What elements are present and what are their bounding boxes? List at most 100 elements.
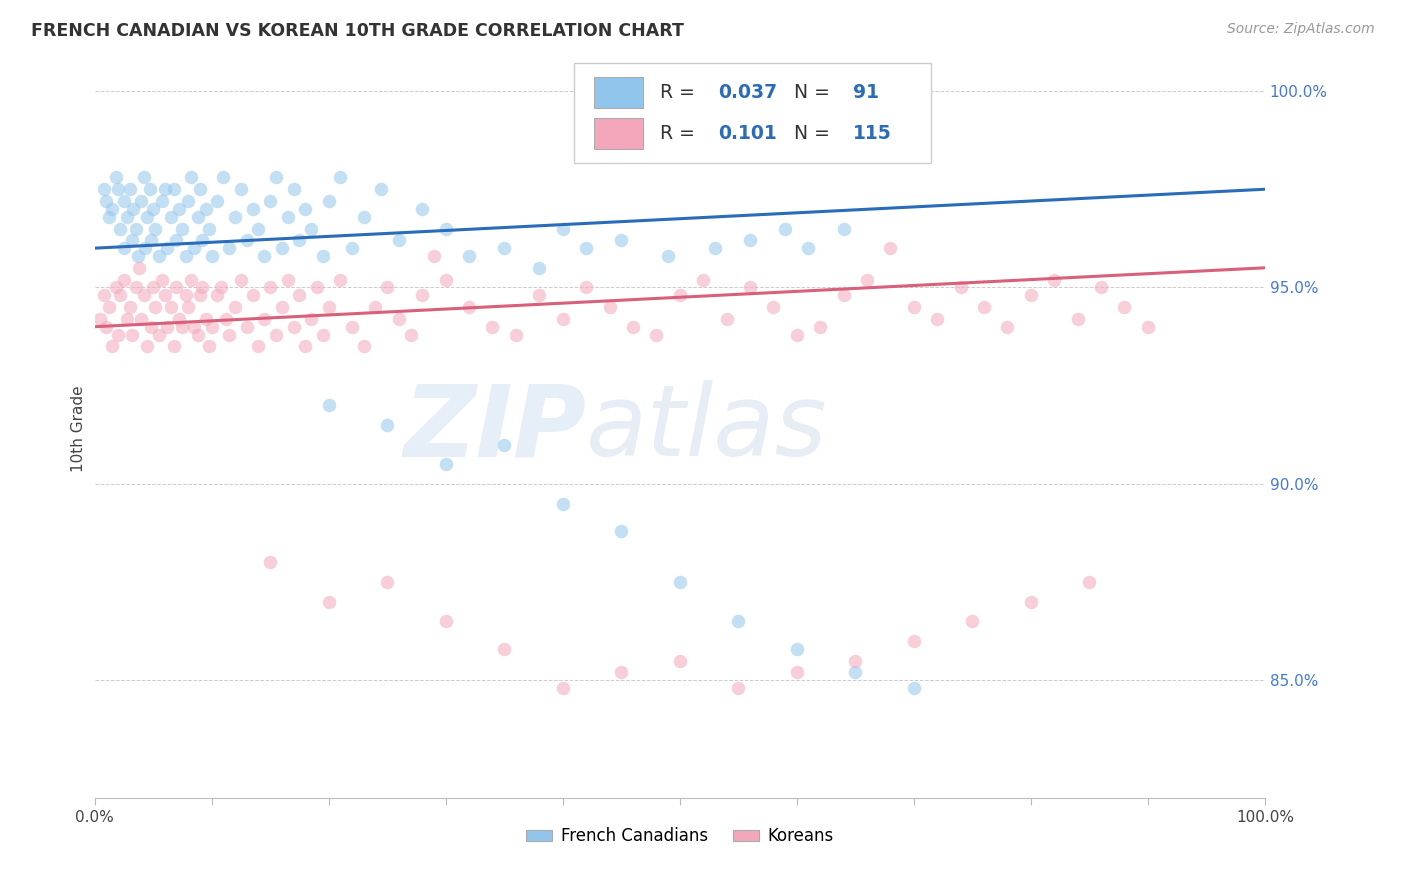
Point [832, 288, 855, 302]
Point [259, 194, 281, 208]
Point [962, 615, 984, 629]
Point [142, 280, 165, 294]
Point [610, 665, 633, 680]
Point [844, 654, 866, 668]
Point [166, 233, 188, 247]
Point [645, 327, 668, 342]
Point [188, 182, 211, 196]
Point [180, 272, 202, 286]
Point [132, 170, 155, 185]
Point [253, 311, 276, 326]
Point [529, 260, 551, 275]
Point [277, 272, 299, 286]
Point [132, 288, 155, 302]
Point [364, 300, 387, 314]
Point [218, 327, 240, 342]
Point [110, 288, 132, 302]
Point [575, 280, 598, 294]
Point [270, 300, 292, 314]
Point [177, 300, 200, 314]
Point [191, 280, 214, 294]
Point [388, 311, 411, 326]
Text: R =: R = [659, 124, 700, 143]
Point [494, 241, 516, 255]
Point [312, 327, 335, 342]
Text: FRENCH CANADIAN VS KOREAN 10TH GRADE CORRELATION CHART: FRENCH CANADIAN VS KOREAN 10TH GRADE COR… [31, 22, 683, 40]
Point [856, 272, 879, 286]
Point [112, 194, 135, 208]
Point [198, 339, 221, 353]
Point [312, 249, 335, 263]
Point [191, 233, 214, 247]
Point [136, 210, 159, 224]
Point [118, 182, 141, 196]
Point [156, 319, 179, 334]
Point [270, 241, 292, 255]
Point [229, 272, 252, 286]
FancyBboxPatch shape [595, 118, 644, 149]
Point [277, 210, 299, 224]
Point [136, 339, 159, 353]
Point [166, 280, 188, 294]
Point [163, 182, 186, 196]
Point [104, 280, 127, 294]
Point [253, 249, 276, 263]
Point [668, 575, 690, 590]
Point [529, 288, 551, 302]
Point [118, 300, 141, 314]
Point [703, 241, 725, 255]
Point [505, 327, 527, 342]
Point [121, 233, 143, 247]
Point [224, 210, 246, 224]
Point [388, 233, 411, 247]
Text: N =: N = [794, 83, 837, 103]
Point [808, 319, 831, 334]
Point [299, 221, 322, 235]
Point [657, 249, 679, 263]
Point [551, 221, 574, 235]
Point [610, 524, 633, 538]
Point [353, 210, 375, 224]
Point [212, 170, 235, 185]
Point [551, 681, 574, 695]
Point [1019, 288, 1042, 302]
Point [107, 182, 129, 196]
Point [187, 210, 209, 224]
Point [247, 221, 270, 235]
Point [117, 210, 139, 224]
Point [1078, 575, 1101, 590]
Point [844, 665, 866, 680]
Point [294, 339, 316, 353]
Point [318, 398, 340, 412]
Point [797, 241, 820, 255]
Point [1136, 319, 1159, 334]
Point [152, 272, 174, 286]
Text: ZIP: ZIP [404, 380, 586, 477]
Point [107, 327, 129, 342]
Point [370, 182, 392, 196]
Point [738, 233, 761, 247]
Point [127, 249, 149, 263]
Point [494, 641, 516, 656]
Point [89, 311, 111, 326]
Point [411, 288, 433, 302]
Point [131, 311, 153, 326]
Point [112, 241, 135, 255]
Point [242, 288, 264, 302]
Point [259, 556, 281, 570]
Text: atlas: atlas [586, 380, 828, 477]
Point [235, 233, 257, 247]
Point [283, 319, 305, 334]
Point [786, 665, 808, 680]
Point [551, 311, 574, 326]
Point [242, 202, 264, 216]
Point [97, 300, 120, 314]
Point [903, 634, 925, 648]
Point [96, 194, 118, 208]
Legend: French Canadians, Koreans: French Canadians, Koreans [526, 827, 834, 846]
Point [138, 182, 160, 196]
Point [773, 221, 796, 235]
Point [318, 300, 340, 314]
Point [131, 194, 153, 208]
Point [224, 300, 246, 314]
